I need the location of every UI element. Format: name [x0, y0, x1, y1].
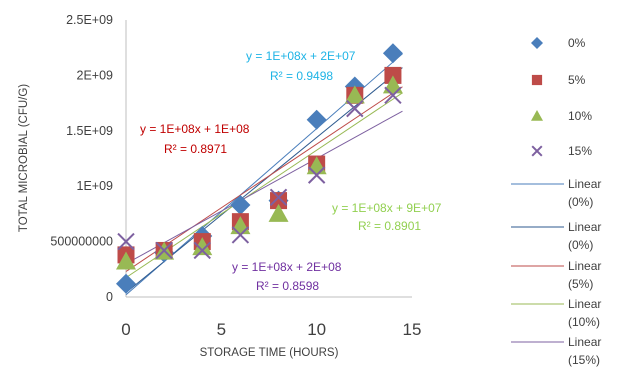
- y-tick-label: 1E+09: [77, 179, 114, 193]
- r-squared-text: R² = 0.8598: [256, 279, 319, 293]
- legend-label: (10%): [568, 315, 600, 329]
- data-point: [346, 99, 364, 118]
- legend-label: Linear: [568, 177, 601, 191]
- data-point: [306, 109, 327, 130]
- legend-marker: [531, 110, 543, 121]
- data-point: [270, 192, 288, 210]
- equation-5pct: y = 1E+08x + 1E+08 R² = 0.8971: [140, 122, 250, 156]
- legend-marker: [531, 145, 543, 157]
- x-tick-label: 0: [121, 320, 130, 339]
- equation-0pct: y = 1E+08x + 2E+07 R² = 0.9498: [246, 49, 356, 83]
- legend-label: (0%): [568, 195, 593, 209]
- data-point: [192, 237, 213, 256]
- x-marker-stroke: [269, 188, 288, 206]
- data-point: [382, 43, 403, 64]
- legend-label: 10%: [568, 109, 592, 123]
- equation-10pct: y = 1E+08x + 9E+07 R² = 0.8901: [332, 201, 442, 233]
- legend-label: 15%: [568, 144, 592, 158]
- x-tick-label: 10: [307, 320, 326, 339]
- x-marker-stroke: [117, 232, 135, 251]
- x-marker-stroke: [307, 166, 326, 184]
- x-marker-stroke: [193, 241, 211, 260]
- data-point: [231, 226, 250, 244]
- r-squared-text: R² = 0.8901: [358, 219, 421, 233]
- x-marker-stroke: [155, 241, 173, 260]
- data-point: [384, 86, 402, 105]
- y-tick-label: 500000000: [50, 235, 113, 249]
- equation-text: y = 1E+08x + 9E+07: [332, 201, 442, 215]
- trendline: [125, 86, 403, 272]
- x-marker-stroke: [231, 226, 250, 244]
- equation-text: y = 1E+08x + 2E+07: [246, 49, 356, 63]
- r-squared-text: R² = 0.8971: [164, 142, 227, 156]
- data-point: [155, 241, 173, 260]
- y-tick-labels: 0 500000000 1E+09 1.5E+09 2E+09 2.5E+09: [50, 13, 113, 304]
- y-tick-label: 2.5E+09: [66, 13, 113, 27]
- data-point: [117, 232, 135, 251]
- y-tick-label: 1.5E+09: [66, 124, 113, 138]
- x-tick-label: 15: [403, 320, 422, 339]
- legend-label: Linear: [568, 259, 601, 273]
- legend-label: Linear: [568, 220, 601, 234]
- legend-marker: [531, 37, 543, 49]
- data-point: [116, 273, 136, 294]
- x-marker-stroke: [531, 145, 543, 157]
- data-point: [344, 85, 365, 104]
- trendline: [125, 110, 403, 265]
- data-point: [382, 75, 403, 94]
- data-point: [230, 195, 251, 216]
- x-tick-label: 5: [217, 320, 226, 339]
- x-marker-stroke: [346, 99, 364, 118]
- legend-label: Linear: [568, 335, 601, 349]
- data-point: [193, 241, 211, 260]
- x-marker-stroke: [384, 86, 402, 105]
- x-tick-labels: 0 5 10 15: [121, 320, 421, 339]
- legend-label: (5%): [568, 277, 593, 291]
- r-squared-text: R² = 0.9498: [270, 69, 333, 83]
- legend-label: 0%: [568, 36, 586, 50]
- legend-marker: [531, 74, 543, 86]
- legend: 0% 5% 10% 15% Linear (0%) Linear (0%) Linear (5%)…: [511, 36, 601, 367]
- legend-label: (0%): [568, 238, 593, 252]
- equation-text: y = 1E+08x + 2E+08: [232, 260, 342, 274]
- legend-label: 5%: [568, 73, 586, 87]
- data-point: [116, 251, 136, 270]
- data-point: [268, 203, 289, 222]
- y-tick-label: 0: [106, 290, 113, 304]
- data-point: [269, 188, 288, 206]
- data-point: [307, 166, 326, 184]
- legend-label: Linear: [568, 297, 601, 311]
- equation-text: y = 1E+08x + 1E+08: [140, 122, 250, 136]
- legend-label: (15%): [568, 353, 600, 367]
- y-tick-label: 2E+09: [77, 68, 114, 82]
- x-axis-title: STORAGE TIME (HOURS): [200, 347, 339, 359]
- data-points: [116, 43, 403, 294]
- y-axis-title: TOTAL MICROBIAL (CFU/G): [18, 84, 30, 232]
- equation-15pct: y = 1E+08x + 2E+08 R² = 0.8598: [232, 260, 342, 293]
